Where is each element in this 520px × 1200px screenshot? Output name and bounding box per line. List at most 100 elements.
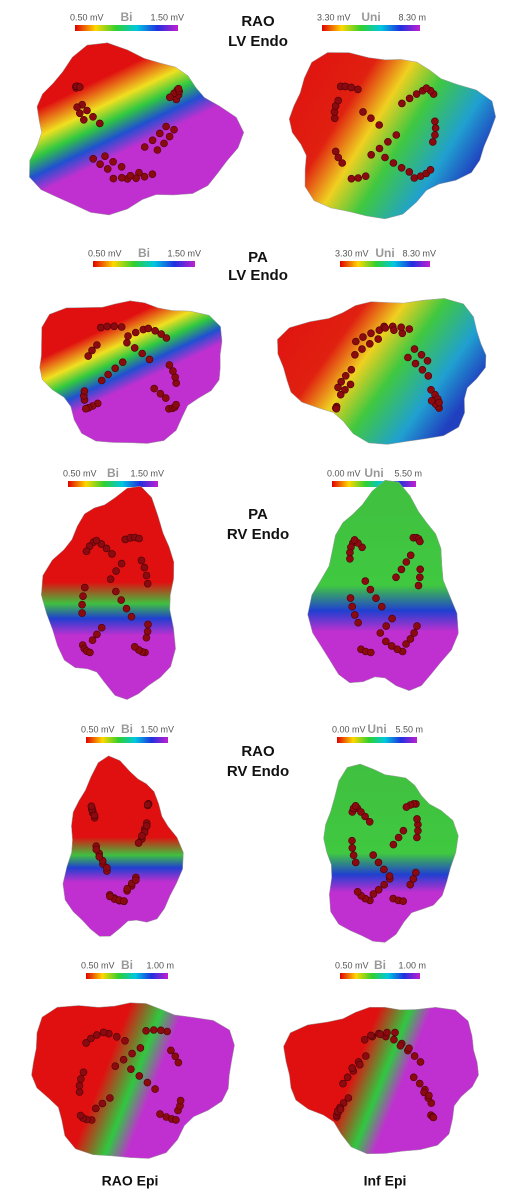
ablation-point <box>343 1073 352 1082</box>
ablation-point <box>106 892 114 901</box>
ablation-point <box>82 547 91 556</box>
ablation-point <box>349 851 358 860</box>
ablation-point <box>346 554 354 563</box>
scale-max: 8.30 m <box>398 12 426 22</box>
ablation-point <box>162 122 170 131</box>
ablation-point <box>405 325 414 333</box>
ablation-point <box>112 1033 121 1041</box>
ablation-point <box>135 1072 144 1080</box>
view-label: RAO <box>241 13 275 30</box>
ablation-point <box>76 1111 85 1120</box>
scale-min: 0.50 mV <box>335 960 369 970</box>
ablation-point <box>361 1052 370 1060</box>
scale-max: 5.50 m <box>395 724 423 734</box>
scale-min: 0.50 mV <box>70 12 104 22</box>
scale-min: 0.50 mV <box>81 724 115 734</box>
ablation-point <box>93 630 101 639</box>
ablation-point <box>406 551 415 560</box>
ablation-point <box>382 622 391 630</box>
ablation-point <box>388 614 396 623</box>
ablation-point <box>127 612 136 621</box>
ablation-point <box>374 885 383 894</box>
ablation-point <box>431 124 440 132</box>
ablation-point <box>142 822 151 830</box>
ablation-point <box>377 602 386 611</box>
ablation-point <box>372 594 380 603</box>
voltage-map <box>283 1006 479 1155</box>
ablation-point <box>413 833 421 842</box>
ablation-point <box>78 609 86 617</box>
ablation-point <box>425 1091 433 1100</box>
scale-min: 0.50 mV <box>88 248 122 258</box>
scale-max: 1.00 m <box>146 960 174 970</box>
view-label: PA <box>248 506 268 523</box>
ablation-point <box>80 387 89 395</box>
ablation-point <box>367 114 375 122</box>
ablation-point <box>122 604 131 613</box>
ablation-point <box>354 174 363 182</box>
ablation-point <box>375 121 384 129</box>
ablation-point <box>389 840 398 849</box>
scale-max: 1.50 mV <box>150 12 184 22</box>
ablation-point <box>359 333 367 341</box>
ablation-point <box>427 385 435 394</box>
ablation-point <box>111 1062 120 1070</box>
ablation-point <box>404 353 412 362</box>
ablation-point <box>99 1028 108 1037</box>
ablation-point <box>375 144 384 153</box>
scale-label: Bi <box>374 958 386 972</box>
ablation-point <box>351 858 360 867</box>
scale-label: Bi <box>121 958 133 972</box>
ablation-point <box>171 1052 180 1061</box>
view-label: RV Endo <box>227 526 289 543</box>
ablation-point <box>127 1065 135 1073</box>
voltage-map <box>41 485 176 700</box>
ablation-point <box>399 826 408 835</box>
ablation-point <box>93 1031 101 1039</box>
ablation-point <box>123 884 132 893</box>
ablation-point <box>163 1027 171 1036</box>
ablation-point <box>79 592 87 601</box>
ablation-point <box>391 1028 399 1037</box>
ablation-point <box>148 170 157 178</box>
scale-max: 1.50 mV <box>130 468 164 478</box>
ablation-point <box>402 803 411 811</box>
scale-max: 1.50 mV <box>167 248 201 258</box>
ablation-point <box>148 136 157 145</box>
ablation-point <box>142 633 151 642</box>
scale-max: 8.30 mV <box>402 248 436 258</box>
ablation-point <box>348 602 357 611</box>
color-bar <box>86 737 168 743</box>
ablation-point <box>367 329 375 338</box>
scale-label: Uni <box>364 466 383 480</box>
ablation-point <box>409 875 418 883</box>
ablation-point <box>376 629 385 637</box>
ablation-point <box>80 116 88 124</box>
voltage-map <box>62 755 184 937</box>
ablation-point <box>398 99 406 108</box>
scale-min: 3.30 mV <box>317 12 351 22</box>
ablation-point <box>86 648 94 657</box>
ablation-point <box>428 138 437 146</box>
color-bar <box>68 481 158 487</box>
ablation-point <box>351 350 359 359</box>
voltage-map <box>277 298 487 445</box>
ablation-point <box>77 1075 85 1083</box>
ablation-point <box>126 171 135 180</box>
ablation-point <box>341 371 350 380</box>
ablation-point <box>374 858 383 867</box>
ablation-point <box>416 1058 425 1066</box>
ablation-point <box>416 537 424 546</box>
ablation-point <box>79 1068 88 1077</box>
ablation-point <box>82 1039 90 1047</box>
ablation-point <box>109 174 118 183</box>
ablation-point <box>348 836 356 845</box>
ablation-point <box>96 160 104 168</box>
ablation-point <box>140 172 149 181</box>
ablation-point <box>97 623 106 632</box>
ablation-point <box>174 1058 183 1067</box>
ablation-point <box>406 635 415 643</box>
color-bar <box>75 25 178 31</box>
ablation-point <box>381 324 390 332</box>
ablation-point <box>366 585 375 594</box>
